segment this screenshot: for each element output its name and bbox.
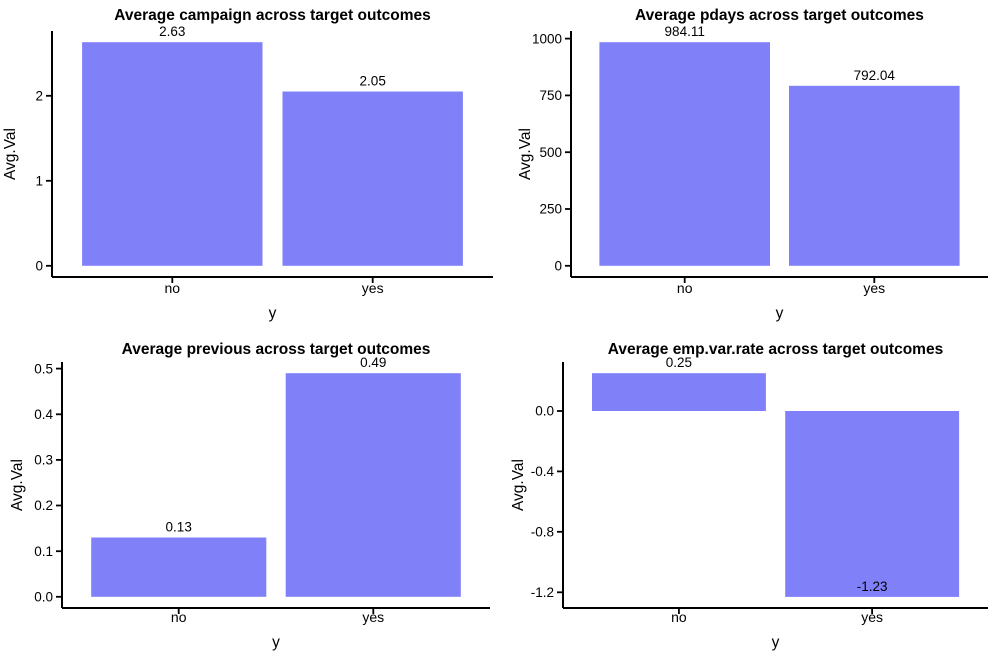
bar-value-label: 0.25 (666, 355, 692, 370)
x-tick-label: yes (362, 280, 384, 296)
y-tick-label: 0 (35, 259, 43, 274)
x-tick-label: yes (861, 609, 883, 625)
x-tick-label: yes (362, 609, 384, 625)
y-tick-label: 0 (554, 259, 562, 274)
x-tick-label: no (677, 280, 693, 296)
bar-value-label: 2.63 (159, 24, 185, 39)
bar-yes (282, 91, 463, 266)
y-tick-label: 0.0 (34, 590, 53, 605)
y-tick-label: 0.5 (34, 361, 53, 376)
bar-value-label: 0.49 (360, 355, 386, 370)
y-axis-title: Avg.Val (9, 459, 26, 511)
bar-value-label: 2.05 (360, 74, 386, 89)
panel-campaign: 2.63 no 2.05 yes 0 1 2 Average campaign across … (0, 0, 500, 331)
y-tick-label: -0.4 (531, 464, 555, 479)
bar-yes (285, 373, 461, 597)
y-tick-label: 0.1 (34, 544, 53, 559)
bar-no (599, 42, 770, 266)
bar-no (91, 537, 267, 597)
y-tick-label: 0.0 (535, 404, 554, 419)
bar-value-label: 984.11 (665, 24, 705, 39)
x-axis-title: y (269, 305, 277, 322)
y-tick-label: 2 (35, 89, 43, 104)
panel-emp-var-rate: 0.25 no -1.23 yes 0.0 -0.4 -0.8 -1.2 Average emp… (500, 331, 1000, 663)
previous-bar-chart: 0.13 no 0.49 yes 0.0 0.1 0.2 0.3 0.4 0.5 Average p… (9, 341, 490, 651)
x-axis-title: y (272, 634, 280, 651)
emp-var-rate-bar-chart: 0.25 no -1.23 yes 0.0 -0.4 -0.8 -1.2 Average emp… (510, 341, 988, 651)
y-tick-label: 1 (35, 174, 43, 189)
bar-value-label: 0.13 (166, 520, 192, 535)
y-tick-label: 1000 (532, 31, 562, 46)
pdays-bar-chart: 984.11 no 792.04 yes 0 250 500 750 1000 Average p… (517, 7, 988, 322)
y-tick-label: 0.3 (34, 453, 53, 468)
panel-pdays: 984.11 no 792.04 yes 0 250 500 750 1000 Average p… (500, 0, 1000, 331)
campaign-bar-chart: 2.63 no 2.05 yes 0 1 2 Average campaign across … (2, 7, 493, 322)
y-axis-title: Avg.Val (510, 459, 527, 511)
y-tick-label: 0.2 (34, 498, 53, 513)
x-axis-title: y (776, 305, 784, 322)
x-tick-label: no (671, 609, 687, 625)
chart-title: Average emp.var.rate across target outco… (608, 341, 943, 358)
y-axis-title: Avg.Val (517, 128, 534, 180)
x-tick-label: yes (863, 280, 885, 296)
bar-no (592, 373, 766, 411)
y-tick-label: -0.8 (531, 525, 554, 540)
panel-previous: 0.13 no 0.49 yes 0.0 0.1 0.2 0.3 0.4 0.5 Average p… (0, 331, 500, 663)
bar-value-label: 792.04 (854, 68, 896, 83)
chart-title: Average pdays across target outcomes (635, 7, 924, 24)
x-tick-label: no (165, 280, 181, 296)
bar-yes (789, 85, 960, 266)
y-tick-label: 500 (539, 145, 562, 160)
y-tick-label: 250 (539, 202, 562, 217)
chart-title: Average campaign across target outcomes (114, 7, 430, 24)
x-tick-label: no (171, 609, 187, 625)
bar-value-label: -1.23 (857, 579, 888, 594)
y-axis-title: Avg.Val (2, 128, 19, 180)
chart-title: Average previous across target outcomes (122, 341, 431, 358)
bar-no (82, 42, 263, 266)
y-tick-label: -1.2 (531, 585, 554, 600)
x-axis-title: y (772, 634, 780, 651)
y-tick-label: 0.4 (34, 407, 53, 422)
bar-yes (785, 411, 960, 597)
y-tick-label: 750 (539, 88, 562, 103)
